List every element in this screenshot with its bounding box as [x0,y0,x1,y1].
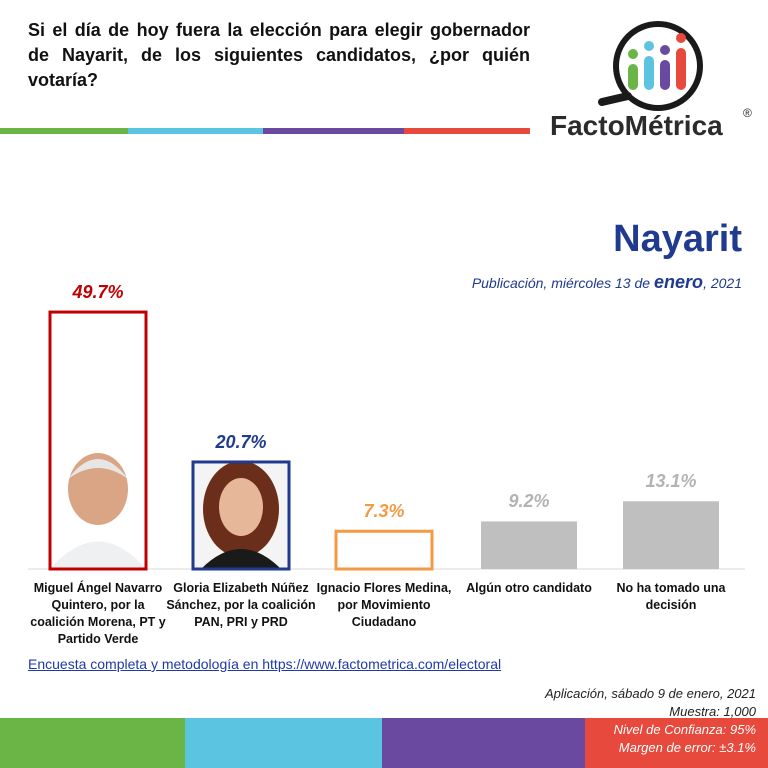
question: Si el día de hoy fuera la elección para … [28,20,530,90]
x-tick-label: No ha tomado una decisión [616,581,726,612]
bar [481,521,577,569]
brand: FactoMétrica [550,110,723,141]
face [68,453,128,525]
value-label: 9.2% [508,491,550,512]
logo [598,21,703,111]
footer-band [382,718,585,768]
sample: Muestra: 1,000 [669,704,756,719]
chart-title: Nayarit [613,218,742,260]
stripe [263,128,404,134]
bar [623,501,719,569]
application-date: Aplicación, sábado 9 de enero, 2021 [544,686,756,701]
subtitle-text: , 2021 [703,275,742,291]
bar [334,529,434,571]
shirt [50,541,146,569]
candidate-photo [50,312,146,569]
footer-band [585,718,768,768]
bar [48,310,148,571]
bar [191,460,291,571]
stripe [128,128,263,134]
footer-band [185,718,382,768]
photo-bg [50,312,146,569]
x-tick-label: Miguel Ángel Navarro Quintero, por la co… [30,581,166,646]
hair [68,459,128,479]
value-label: 20.7% [215,431,267,452]
subtitle-month: enero [654,272,704,292]
stripe [404,128,530,134]
value-label: 7.3% [363,501,405,522]
x-tick-label: Ignacio Flores Medina, por Movimiento Ci… [316,581,452,629]
margin-of-error: Margen de error: ±3.1% [618,740,756,755]
dress [201,549,281,569]
footer-band [0,718,185,768]
subtitle: Publicación, miércoles 13 de enero, 2021 [472,272,742,293]
x-tick-label: Gloria Elizabeth Núñez Sánchez, por la c… [166,581,316,629]
stripe [0,128,128,134]
methodology-link[interactable]: Encuesta completa y metodología en https… [28,656,502,672]
value-label: 13.1% [645,471,697,492]
confidence: Nivel de Confianza: 95% [613,722,756,737]
x-tick-label: Algún otro candidato [466,581,592,595]
value-label: 49.7% [72,282,124,303]
face [219,478,263,536]
subtitle-text: Publicación, miércoles 13 de [471,275,651,291]
registered-mark: ® [743,106,752,120]
candidate-photo [193,461,289,569]
